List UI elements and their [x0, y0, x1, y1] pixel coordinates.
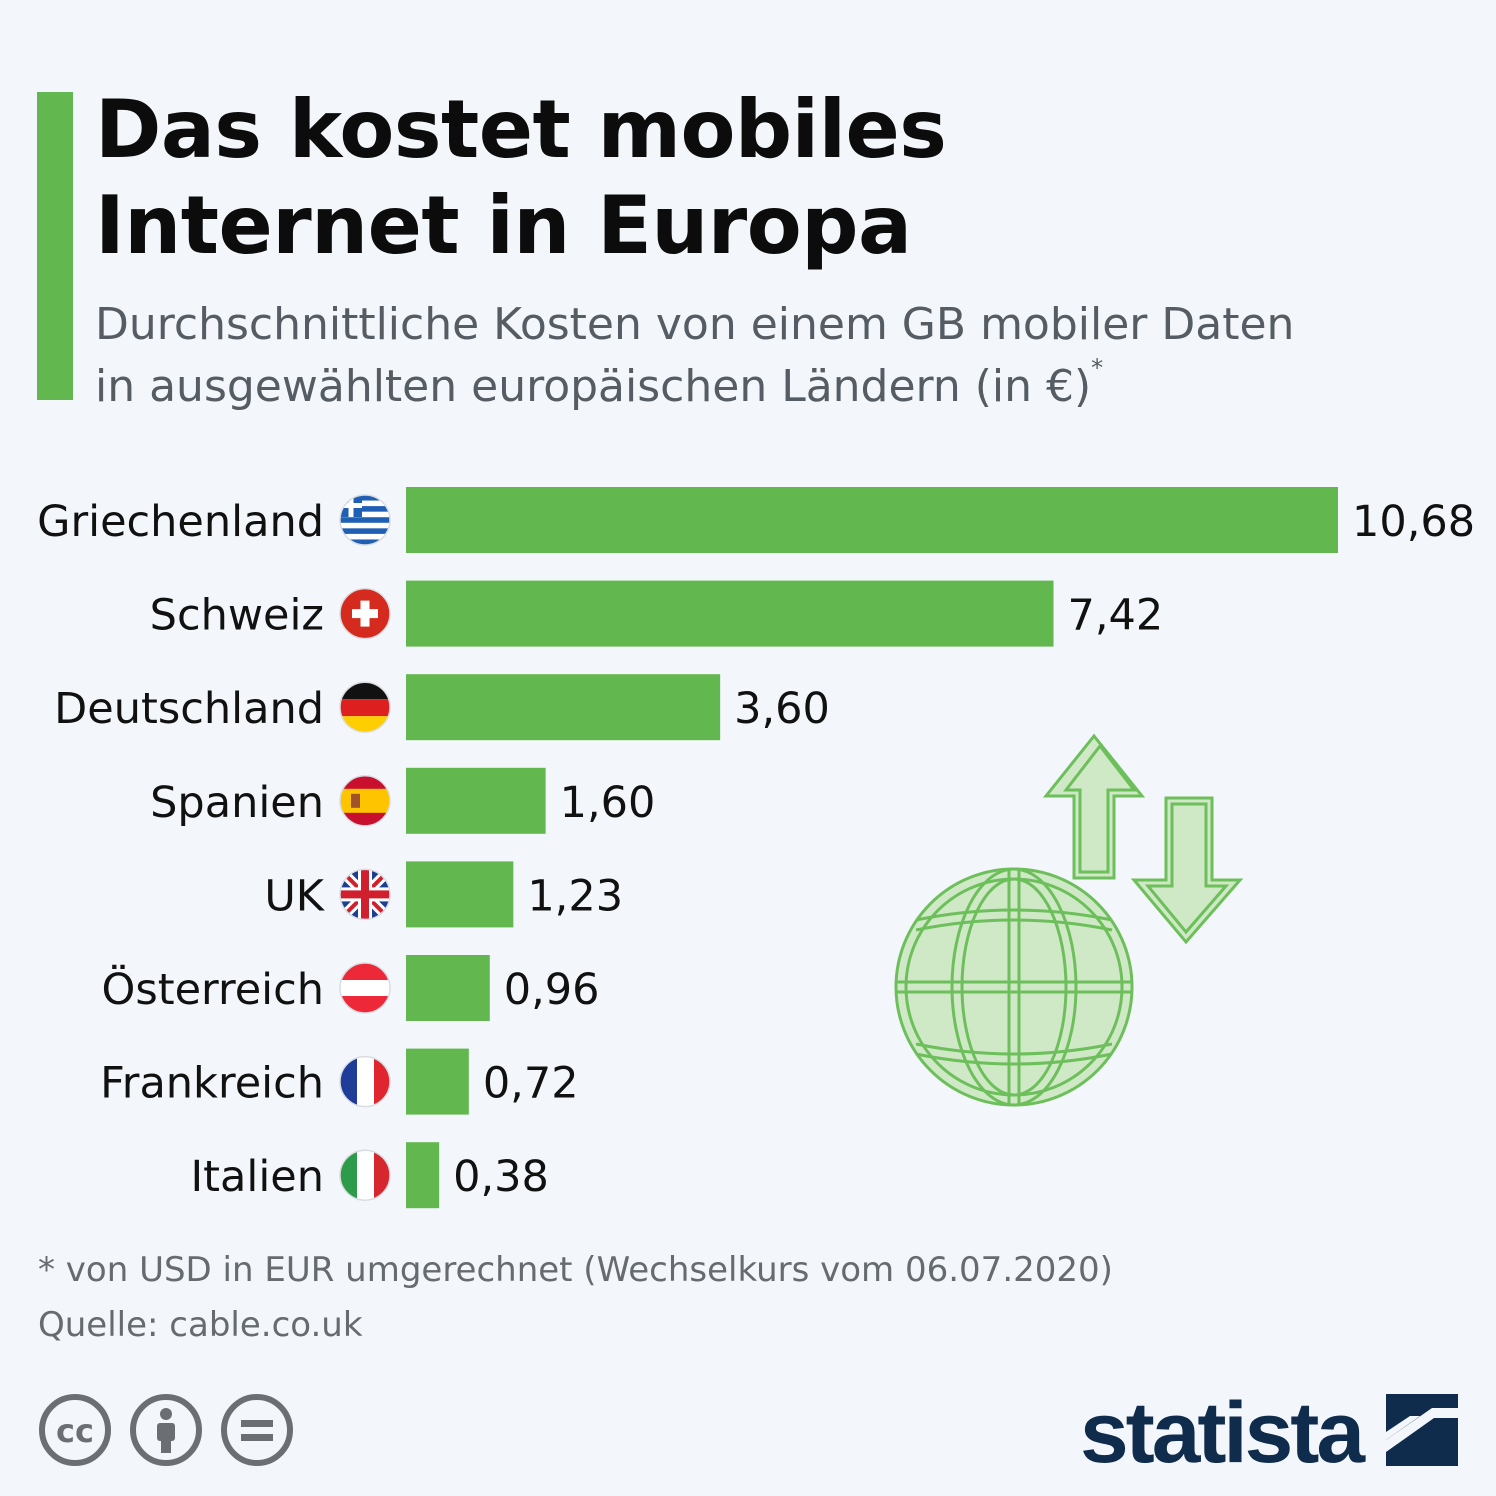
- attribution-icon[interactable]: [130, 1394, 202, 1466]
- bar[interactable]: [406, 580, 1054, 647]
- value-label: 1,23: [527, 871, 623, 921]
- no-derivatives-icon[interactable]: [221, 1394, 293, 1466]
- svg-text:statista: statista: [1080, 1388, 1366, 1472]
- svg-text:cc: cc: [56, 1412, 94, 1450]
- greece-flag-icon: [339, 494, 391, 546]
- category-label: Österreich: [101, 964, 324, 1015]
- value-label: 1,60: [560, 778, 656, 828]
- bar[interactable]: [406, 955, 490, 1021]
- footnote: * von USD in EUR umgerechnet (Wechselkur…: [38, 1250, 1113, 1290]
- value-label: 0,96: [504, 965, 600, 1015]
- subtitle-footnote-mark: *: [1091, 354, 1104, 382]
- category-label: Italien: [191, 1152, 325, 1202]
- italy-flag-icon: [339, 1149, 391, 1201]
- value-label: 0,38: [453, 1152, 549, 1202]
- category-label: Schweiz: [150, 591, 324, 641]
- category-label: Spanien: [150, 778, 324, 828]
- value-label: 10,68: [1352, 497, 1475, 547]
- value-label: 3,60: [734, 684, 830, 734]
- bar[interactable]: [406, 1048, 469, 1115]
- spain-flag-icon: [339, 775, 391, 827]
- category-label: UK: [264, 871, 325, 921]
- uk-flag-icon: [339, 868, 391, 921]
- bar[interactable]: [406, 861, 514, 928]
- austria-flag-icon: [339, 962, 391, 1014]
- license-icons: cc: [39, 1394, 293, 1466]
- germany-flag-icon: [339, 681, 391, 733]
- subtitle-line-2: in ausgewählten europäischen Ländern (in…: [95, 361, 1092, 412]
- globe-data-icon: [894, 733, 1244, 1107]
- cc-icon[interactable]: cc: [39, 1394, 111, 1466]
- value-label: 0,72: [483, 1059, 579, 1109]
- category-label: Deutschland: [54, 684, 324, 734]
- france-flag-icon: [339, 1055, 391, 1108]
- bar[interactable]: [406, 767, 546, 834]
- value-label: 7,42: [1068, 591, 1164, 641]
- chart-subtitle: Durchschnittliche Kosten von einem GB mo…: [95, 294, 1395, 418]
- title-accent-bar: [37, 92, 73, 400]
- source-link[interactable]: Quelle: cable.co.uk: [38, 1305, 363, 1345]
- bar[interactable]: [406, 674, 721, 741]
- statista-mark-icon: [1386, 1394, 1458, 1466]
- bar-chart: Griechenland 10,68 Schweiz 7,42 Deutschland 3…: [37, 487, 1475, 1209]
- bar[interactable]: [406, 1142, 440, 1209]
- subtitle-line-1: Durchschnittliche Kosten von einem GB mo…: [95, 299, 1295, 350]
- title-line-2: Internet in Europa: [95, 179, 912, 272]
- bar[interactable]: [406, 487, 1338, 553]
- chart-title: Das kostet mobiles Internet in Europa: [95, 82, 1095, 274]
- category-label: Griechenland: [37, 497, 324, 547]
- switzerland-flag-icon: [339, 587, 391, 640]
- category-label: Frankreich: [100, 1059, 324, 1109]
- title-line-1: Das kostet mobiles: [95, 83, 947, 176]
- statista-logo[interactable]: statista: [1080, 1388, 1470, 1472]
